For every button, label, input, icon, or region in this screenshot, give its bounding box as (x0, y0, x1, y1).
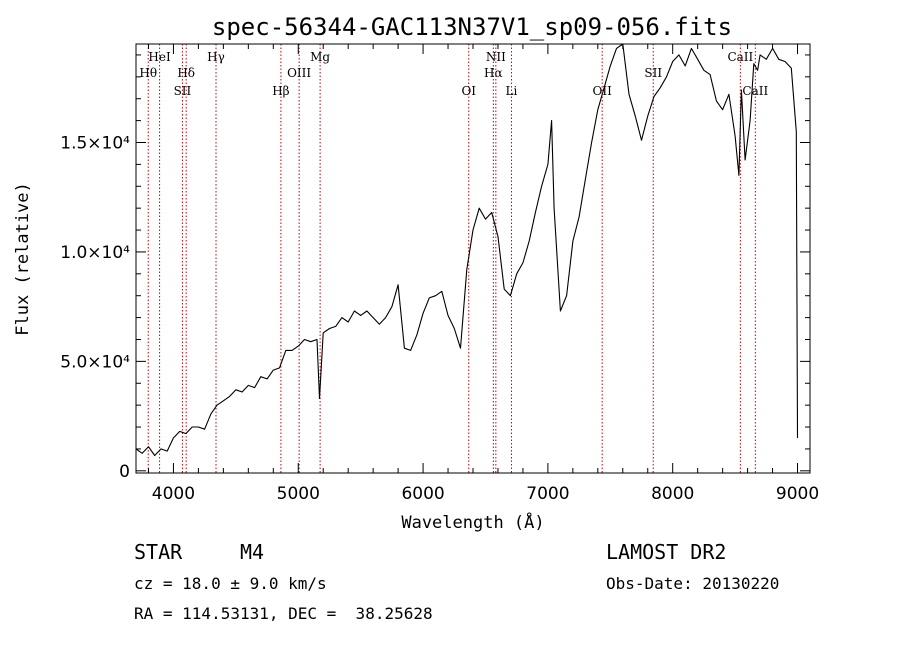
x-tick-label: 5000 (277, 484, 320, 504)
line-marker-label: Hδ (177, 66, 195, 80)
line-marker-label: SII (174, 84, 192, 98)
survey-name: LAMOST DR2 (606, 540, 727, 564)
y-tick-label: 5.0×10⁴ (60, 352, 130, 372)
line-marker-label: OI (461, 84, 476, 98)
y-tick-label: 1.0×10⁴ (60, 243, 130, 263)
line-marker-label: SII (644, 66, 662, 80)
x-tick-label: 7000 (526, 484, 569, 504)
y-tick-label: 0 (119, 462, 130, 482)
line-marker-label: NII (486, 50, 506, 64)
observation-date: Obs-Date: 20130220 (606, 574, 780, 593)
line-marker-label: CaII (742, 84, 768, 98)
x-tick-label: 8000 (651, 484, 694, 504)
y-axis-label: Flux (relative) (13, 182, 33, 336)
spectrum-series-line (135, 43, 799, 457)
y-tick-label: 1.5×10⁴ (60, 133, 130, 153)
spectrum-plot (135, 43, 799, 457)
x-tick-label: 6000 (401, 484, 444, 504)
line-marker-label: CaII (727, 50, 753, 64)
line-marker-label: Hθ (139, 66, 157, 80)
object-subclass: M4 (240, 540, 265, 564)
line-marker-label: Mg (310, 50, 330, 64)
x-tick-label: 4000 (152, 484, 195, 504)
line-marker-label: OIII (287, 66, 311, 80)
line-marker-label: OII (593, 84, 613, 98)
x-axis-label: Wavelength (Å) (401, 511, 544, 533)
line-marker-label: Hβ (272, 84, 289, 98)
chart-title: spec-56344-GAC113N37V1_sp09-056.fits (212, 13, 732, 41)
redshift-info: cz = 18.0 ± 9.0 km/s (134, 574, 327, 593)
line-marker-label: Hα (484, 66, 503, 80)
x-tick-label: 9000 (776, 484, 819, 504)
coordinates: RA = 114.53131, DEC = 38.25628 (134, 604, 433, 623)
axis-ticks: 4000 5000 6000 7000 8000 9000 0 5.0×10⁴ 1.0×10⁴ 1… (60, 44, 819, 504)
object-class: STAR (134, 540, 183, 564)
plot-frame (135, 43, 811, 474)
line-marker-label: Hγ (207, 50, 225, 64)
line-markers: Hθ HeI SII Hδ Hγ Hβ OIII Mg OI Hα NII Li OII SII CaII C… (139, 44, 768, 473)
line-marker-label: Li (506, 84, 518, 98)
line-marker-label: HeI (148, 50, 171, 64)
